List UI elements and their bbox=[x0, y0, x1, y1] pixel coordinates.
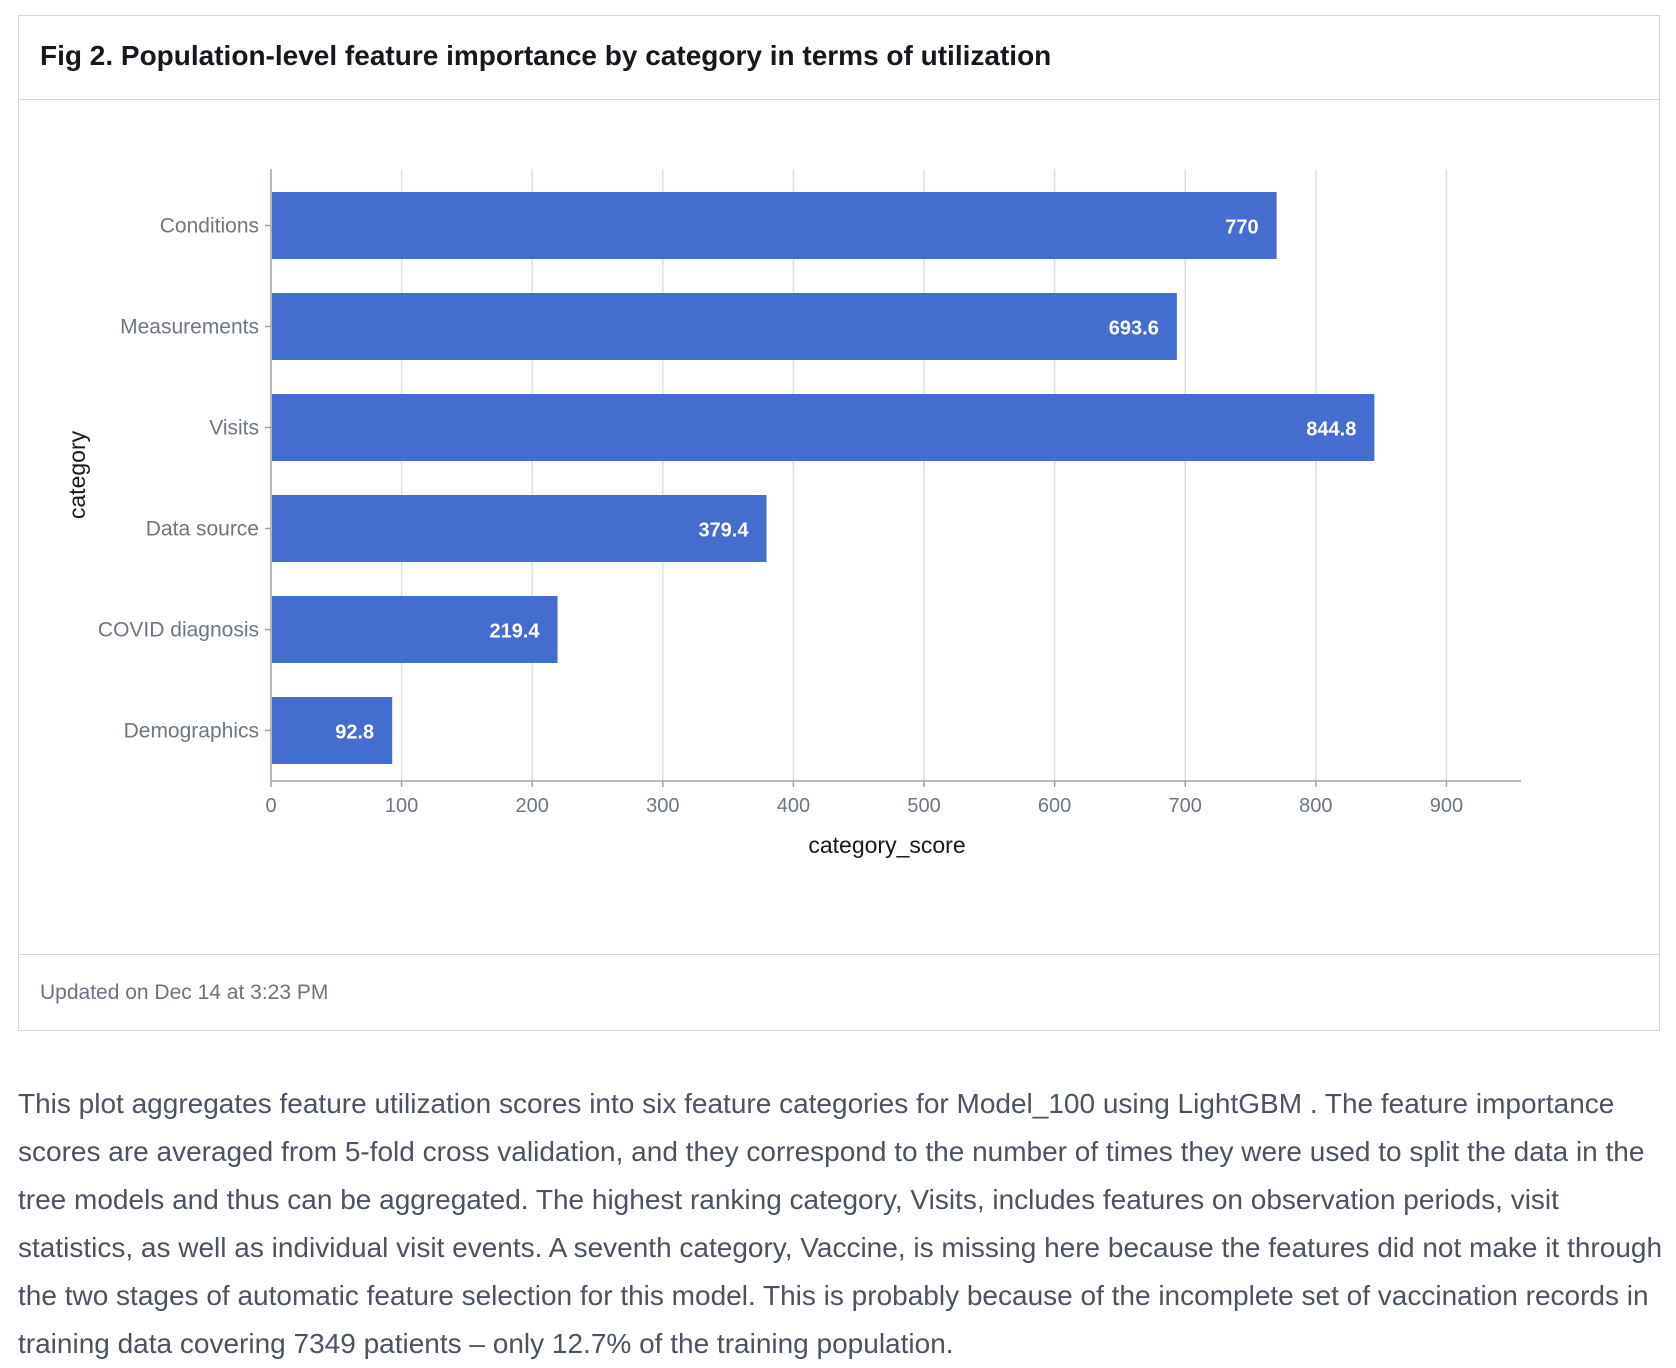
bar-value-label: 844.8 bbox=[1306, 419, 1356, 441]
y-tick-label: Data source bbox=[146, 518, 259, 541]
y-tick-label: Visits bbox=[209, 417, 259, 440]
bar bbox=[272, 293, 1177, 360]
x-tick-label: 0 bbox=[265, 795, 276, 817]
y-tick-label: Measurements bbox=[120, 316, 259, 339]
figure-title: Fig 2. Population-level feature importan… bbox=[40, 40, 1052, 71]
y-tick-label: Demographics bbox=[124, 720, 259, 743]
x-tick-label: 200 bbox=[516, 795, 549, 817]
x-tick-label: 500 bbox=[907, 795, 940, 817]
figure-footer: Updated on Dec 14 at 3:23 PM bbox=[19, 954, 1659, 1030]
y-tick-label: COVID diagnosis bbox=[98, 619, 259, 642]
bar-value-label: 219.4 bbox=[489, 621, 540, 643]
chart-area: 0 100 200 300 400 500 600 700 800 900 Conditions 77… bbox=[19, 100, 1659, 955]
bar-value-label: 92.8 bbox=[335, 722, 374, 744]
x-tick-label: 900 bbox=[1430, 795, 1463, 817]
bar-chart: 0 100 200 300 400 500 600 700 800 900 Conditions 77… bbox=[64, 169, 1521, 858]
x-tick-label: 100 bbox=[385, 795, 418, 817]
bar-value-label: 693.6 bbox=[1109, 318, 1159, 340]
x-tick-label: 600 bbox=[1038, 795, 1071, 817]
bar bbox=[272, 697, 393, 764]
x-tick-label: 400 bbox=[777, 795, 810, 817]
figure-card: Fig 2. Population-level feature importan… bbox=[18, 15, 1660, 1031]
bar-value-label: 770 bbox=[1225, 217, 1258, 239]
bar bbox=[272, 495, 767, 562]
y-tick-label: Conditions bbox=[160, 215, 259, 238]
x-tick-label: 800 bbox=[1299, 795, 1332, 817]
bar bbox=[272, 596, 558, 663]
updated-timestamp: Updated on Dec 14 at 3:23 PM bbox=[40, 981, 329, 1004]
x-tick-label: 300 bbox=[646, 795, 679, 817]
figure-header: Fig 2. Population-level feature importan… bbox=[19, 16, 1659, 100]
bar bbox=[272, 192, 1277, 259]
figure-caption: This plot aggregates feature utilization… bbox=[18, 1088, 1663, 1359]
x-axis-title: category_score bbox=[808, 832, 965, 858]
bar-value-label: 379.4 bbox=[698, 520, 749, 542]
x-tick-label: 700 bbox=[1169, 795, 1202, 817]
bar bbox=[272, 394, 1375, 461]
y-axis-title: category bbox=[64, 430, 90, 519]
